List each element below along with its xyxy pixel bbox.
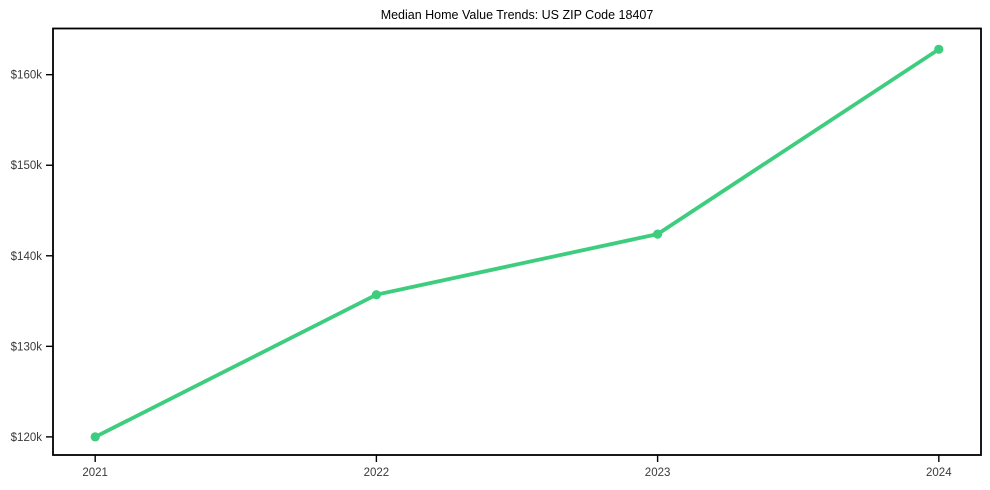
plot-border bbox=[52, 27, 982, 456]
x-tick-label: 2022 bbox=[364, 467, 390, 479]
data-point-marker bbox=[90, 432, 100, 442]
y-tick-label: $160k bbox=[11, 70, 43, 82]
x-tick-label: 2024 bbox=[926, 467, 952, 479]
x-tick-label: 2023 bbox=[645, 467, 671, 479]
y-axis-ticks: $120k $130k $140k $150k $160k bbox=[11, 70, 53, 444]
series-line bbox=[93, 47, 941, 439]
data-point-marker bbox=[371, 290, 381, 300]
x-axis-ticks: 2021 2022 2023 2024 bbox=[82, 455, 952, 479]
x-tick-label: 2021 bbox=[82, 467, 108, 479]
y-tick-label: $120k bbox=[11, 432, 43, 444]
chart-title: Median Home Value Trends: US ZIP Code 18… bbox=[381, 8, 654, 22]
data-point-marker bbox=[934, 44, 944, 54]
data-point-marker bbox=[653, 229, 663, 239]
series-layer bbox=[90, 44, 944, 442]
y-tick-label: $140k bbox=[11, 251, 43, 263]
y-tick-label: $150k bbox=[11, 160, 43, 172]
y-tick-label: $130k bbox=[11, 341, 43, 353]
